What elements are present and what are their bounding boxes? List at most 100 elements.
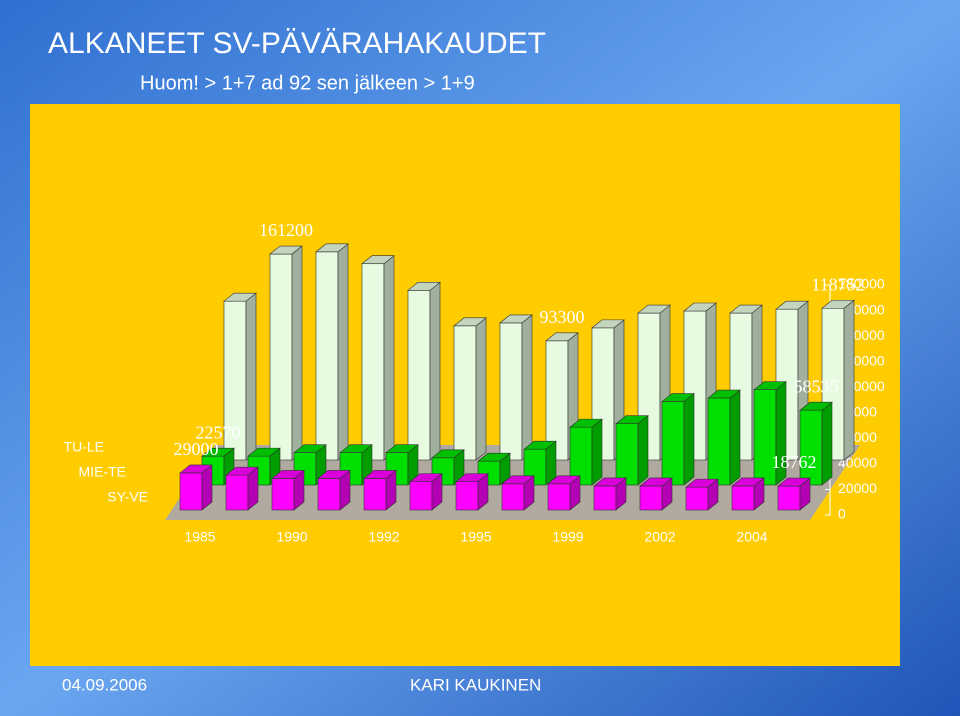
bar-side — [729, 389, 741, 486]
bar-front — [225, 474, 249, 511]
value-label: 18762 — [772, 452, 817, 472]
bar — [501, 475, 535, 511]
bar-top — [223, 292, 257, 302]
x-tick-label: 1992 — [368, 529, 399, 545]
slide-title: ALKANEET SV-PÄVÄRAHAKAUDET — [48, 27, 546, 60]
bar — [269, 245, 303, 461]
bar-top — [363, 470, 397, 479]
bar-top — [247, 447, 281, 457]
bar — [455, 473, 489, 511]
slide-subtitle: Huom! > 1+7 ad 92 sen jälkeen > 1+9 — [140, 72, 475, 94]
bar-front — [499, 322, 523, 461]
bar — [731, 477, 765, 511]
legend-label: SY-VE — [107, 489, 148, 505]
bar-top — [317, 470, 351, 479]
bar-top — [753, 381, 787, 390]
bar-side — [475, 317, 487, 461]
bar-top — [179, 464, 213, 474]
bar-top — [361, 255, 395, 265]
bar — [707, 389, 741, 486]
bar-top — [431, 449, 465, 459]
bar-top — [639, 477, 673, 487]
bar-top — [523, 440, 557, 450]
bar-top — [339, 444, 373, 453]
bar-front — [501, 483, 525, 511]
bar-top — [453, 317, 487, 327]
bar-top — [409, 473, 443, 482]
bar — [477, 452, 511, 486]
bar-top — [685, 478, 719, 488]
y-tick-label: 20000 — [838, 480, 877, 496]
bar-top — [545, 332, 579, 342]
bar-side — [383, 255, 395, 461]
value-label: 58535 — [794, 376, 839, 396]
bar-top — [615, 415, 649, 424]
bar-top — [591, 319, 625, 329]
value-label: 161200 — [259, 220, 313, 240]
bar-side — [429, 281, 441, 461]
bar-front — [361, 263, 385, 461]
bar-top — [821, 299, 855, 309]
bar-front — [455, 481, 479, 511]
bar-front — [179, 472, 203, 511]
bar-top — [385, 444, 419, 453]
bar — [363, 469, 397, 511]
bar-top — [569, 418, 603, 428]
bar — [453, 317, 487, 461]
value-label: 22570 — [196, 422, 241, 442]
bar-top — [269, 245, 303, 255]
bar — [179, 464, 213, 511]
bar-top — [315, 243, 349, 253]
bar-front — [269, 253, 293, 461]
bar-front — [731, 485, 755, 511]
bar-front — [615, 423, 639, 486]
bar-top — [455, 473, 489, 482]
bar — [271, 469, 305, 511]
bar-side — [245, 292, 257, 461]
bar — [661, 392, 695, 486]
bar-side — [291, 245, 303, 461]
bar — [317, 469, 351, 511]
x-tick-label: 1985 — [184, 529, 215, 545]
bar-front — [685, 486, 709, 511]
footer-author: KARI KAUKINEN — [410, 675, 541, 694]
bar-top — [201, 447, 235, 457]
bar — [777, 477, 811, 511]
bar-top — [593, 477, 627, 487]
bar-front — [271, 478, 295, 511]
bar — [315, 243, 349, 461]
bar-side — [637, 415, 649, 486]
x-tick-label: 2004 — [736, 529, 767, 545]
legend-label: MIE-TE — [79, 464, 126, 480]
bar-top — [637, 304, 671, 314]
bar-front — [547, 483, 571, 511]
bar-front — [317, 478, 341, 511]
plot: 0200004000060000800001000001200001400001… — [64, 220, 885, 545]
bar-top — [661, 393, 695, 402]
bar — [409, 473, 443, 511]
bar-side — [821, 401, 833, 486]
value-label: 118752 — [811, 274, 864, 294]
bar-front — [315, 251, 339, 461]
x-tick-label: 1990 — [276, 529, 307, 545]
bar-top — [799, 401, 833, 411]
bar-top — [407, 282, 441, 291]
bar-front — [639, 485, 663, 511]
bar-top — [777, 477, 811, 487]
bar-front — [363, 478, 387, 511]
bar — [685, 478, 719, 511]
bar-top — [683, 302, 717, 312]
y-tick-label: 40000 — [838, 455, 877, 471]
bar-side — [591, 418, 603, 486]
bar-side — [337, 243, 349, 461]
bar-top — [775, 300, 809, 310]
bar-top — [293, 444, 327, 453]
bar-front — [707, 397, 731, 486]
bar — [361, 255, 395, 461]
bar-side — [521, 314, 533, 461]
bar — [225, 466, 259, 511]
bar-front — [593, 485, 617, 511]
x-tick-label: 1999 — [552, 529, 583, 545]
bar-side — [843, 299, 855, 461]
